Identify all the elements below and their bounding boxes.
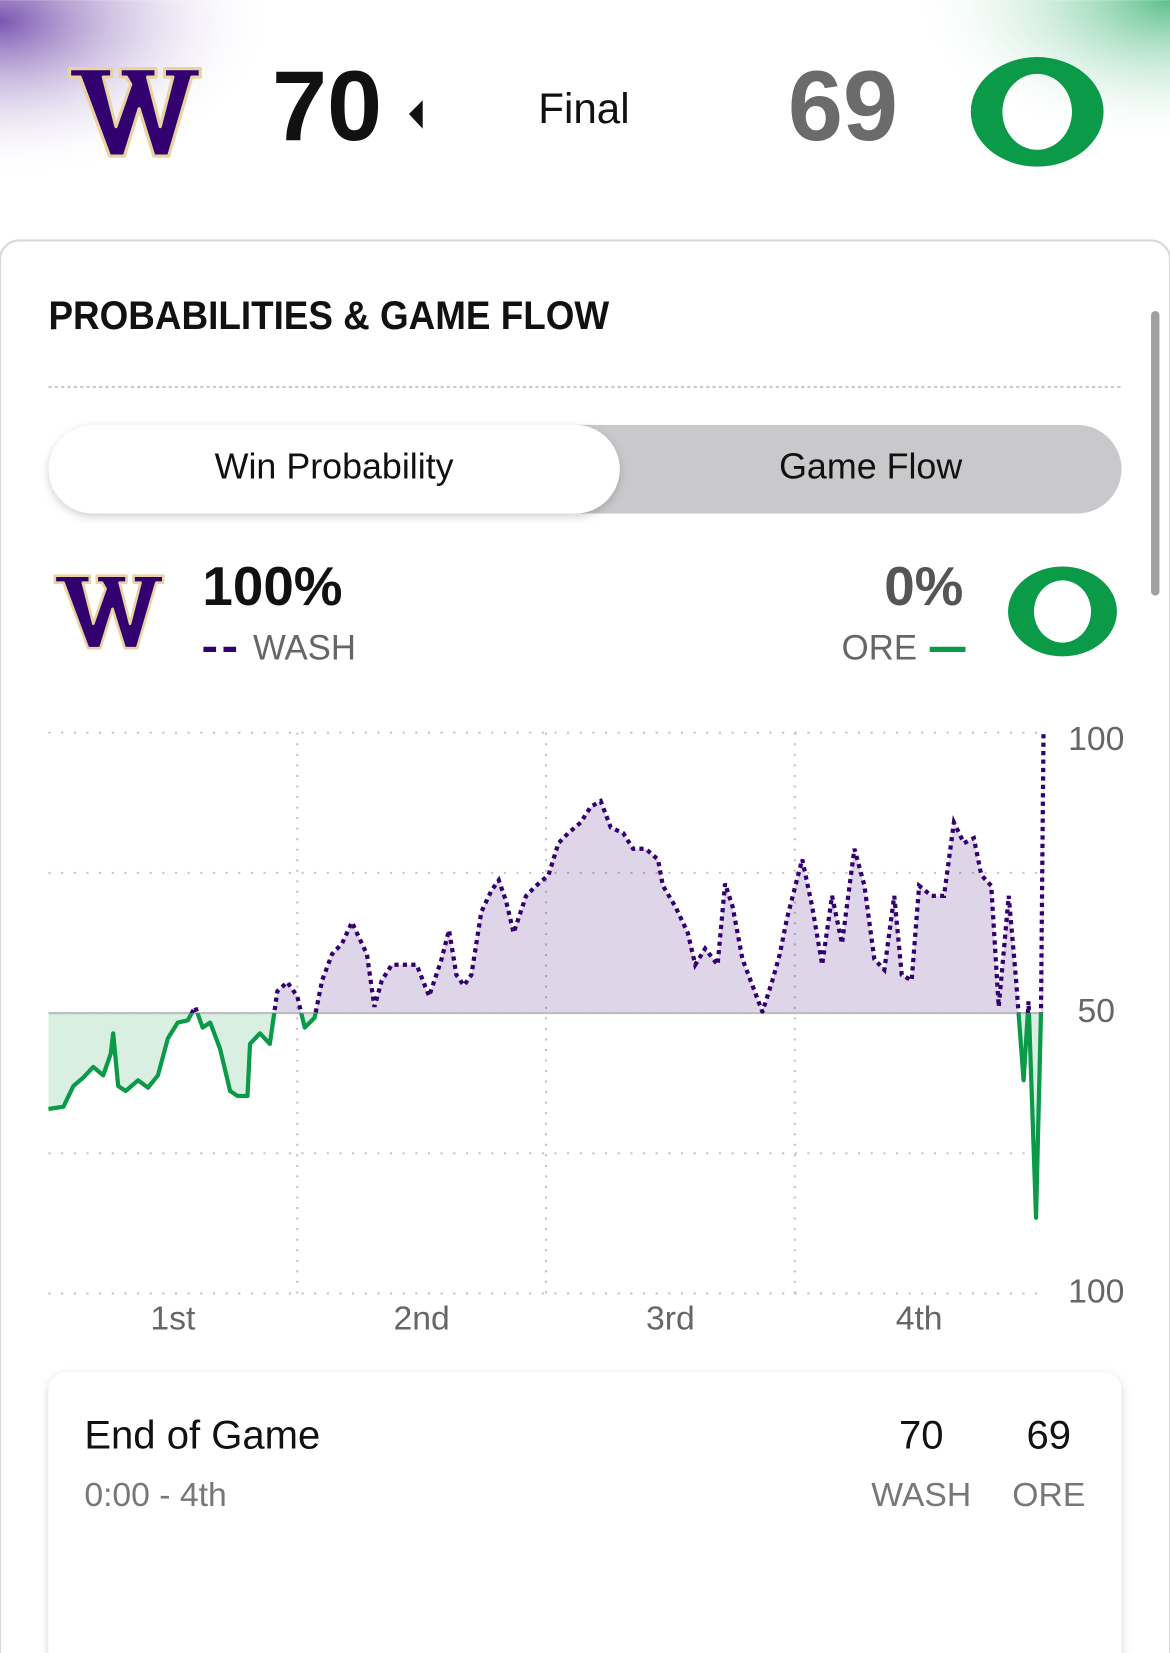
- tab-label[interactable]: Win Probability: [215, 447, 454, 487]
- x-tick-label: 3rd: [646, 1300, 695, 1338]
- x-tick-label: 4th: [896, 1300, 943, 1338]
- x-tick-label: 2nd: [393, 1300, 449, 1338]
- play-team: WASH: [871, 1476, 971, 1514]
- play-score: 70: [899, 1413, 944, 1457]
- win-probability-chart: 100 50 100 1st 2nd 3rd 4th: [48, 720, 1124, 1338]
- play-title: End of Game: [84, 1413, 320, 1457]
- tab-label[interactable]: Game Flow: [779, 447, 962, 487]
- legend-label: WASH: [253, 630, 356, 668]
- tab-active[interactable]: [48, 424, 620, 514]
- y-tick-label: 100: [1068, 720, 1124, 758]
- line-above: [189, 732, 1046, 1014]
- away-probability: 0%: [884, 555, 963, 617]
- scoreboard: 70 Final 69: [0, 0, 1170, 243]
- possession-arrow: [408, 100, 423, 129]
- home-probability: 100%: [202, 555, 342, 617]
- play-team: ORE: [1012, 1476, 1085, 1514]
- section-title: PROBABILITIES & GAME FLOW: [48, 294, 609, 339]
- y-tick-label: 100: [1068, 1272, 1124, 1310]
- area-above: [48, 732, 1044, 1014]
- play-card: End of Game 0:00 - 4th 70 WASH 69 ORE: [48, 1372, 1122, 1653]
- away-score: 69: [788, 50, 898, 161]
- tab-toggle: Win Probability Game Flow: [48, 424, 1122, 514]
- line-below: [48, 1013, 1044, 1220]
- scrollbar: [1151, 311, 1160, 596]
- play-time: 0:00 - 4th: [84, 1476, 226, 1514]
- play-score: 69: [1027, 1413, 1072, 1457]
- y-tick-label: 50: [1077, 992, 1115, 1030]
- area-below: [48, 1013, 1044, 1218]
- play-card-bg: [48, 1372, 1122, 1653]
- game-status: Final: [538, 85, 629, 132]
- team-probabilities: 100% WASH 0% ORE: [53, 555, 1117, 668]
- legend-label: ORE: [842, 630, 917, 668]
- x-tick-label: 1st: [150, 1300, 196, 1338]
- home-score: 70: [272, 50, 382, 161]
